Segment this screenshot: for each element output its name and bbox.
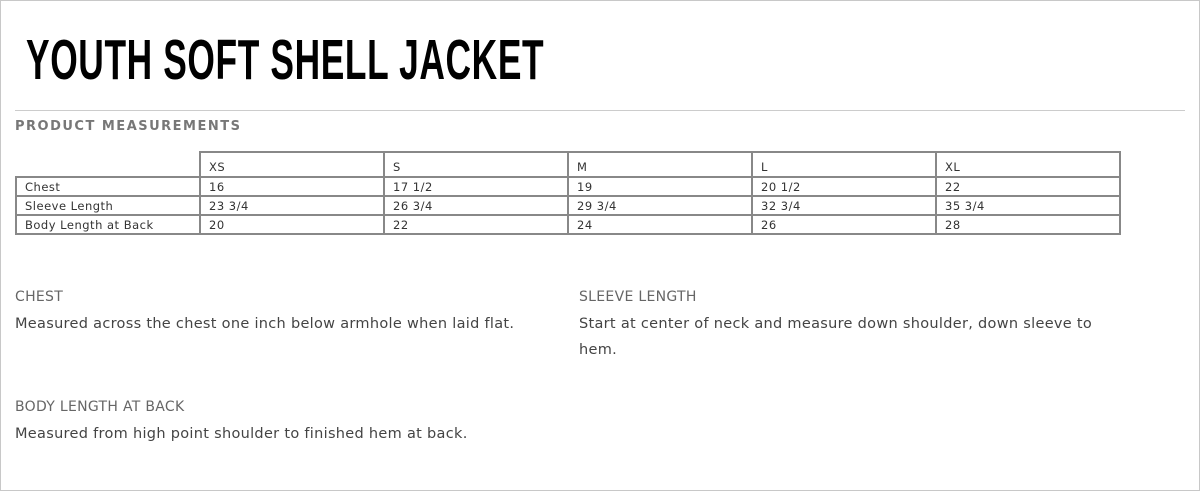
note-heading-sleeve: SLEEVE LENGTH [579, 289, 697, 305]
cell: 26 3/4 [383, 195, 569, 216]
cell: 23 3/4 [199, 195, 385, 216]
row-label: Chest [15, 176, 201, 197]
cell: 29 3/4 [567, 195, 753, 216]
table-row: Sleeve Length 23 3/4 26 3/4 29 3/4 32 3/… [15, 195, 1121, 216]
note-heading-chest: CHEST [15, 289, 64, 305]
size-header: S [383, 151, 569, 178]
row-label: Body Length at Back [15, 214, 201, 235]
note-heading-body-length: BODY LENGTH AT BACK [15, 399, 185, 415]
cell: 20 1/2 [751, 176, 937, 197]
measurements-table: XS S M L XL Chest 16 17 1/2 19 20 1/2 22… [15, 151, 1121, 235]
table-row: Chest 16 17 1/2 19 20 1/2 22 [15, 176, 1121, 197]
section-title: PRODUCT MEASUREMENTS [15, 119, 242, 134]
row-label: Sleeve Length [15, 195, 201, 216]
size-header: L [751, 151, 937, 178]
note-text-sleeve: Start at center of neck and measure down… [579, 316, 1093, 358]
size-header: M [567, 151, 753, 178]
cell: 19 [567, 176, 753, 197]
cell: 22 [383, 214, 569, 235]
page-title: YOUTH SOFT SHELL JACKET [26, 28, 545, 92]
cell: 26 [751, 214, 937, 235]
cell: 20 [199, 214, 385, 235]
table-row: Body Length at Back 20 22 24 26 28 [15, 214, 1121, 235]
cell: 16 [199, 176, 385, 197]
note-text-chest: Measured across the chest one inch below… [15, 316, 515, 332]
cell: 32 3/4 [751, 195, 937, 216]
size-header: XL [935, 151, 1121, 178]
cell: 28 [935, 214, 1121, 235]
header-empty-cell [16, 152, 200, 178]
table-header-row: XS S M L XL [16, 151, 1121, 178]
divider [15, 110, 1185, 111]
cell: 22 [935, 176, 1121, 197]
size-header: XS [199, 151, 385, 178]
note-text-body-length: Measured from high point shoulder to fin… [15, 426, 468, 442]
cell: 35 3/4 [935, 195, 1121, 216]
cell: 17 1/2 [383, 176, 569, 197]
cell: 24 [567, 214, 753, 235]
